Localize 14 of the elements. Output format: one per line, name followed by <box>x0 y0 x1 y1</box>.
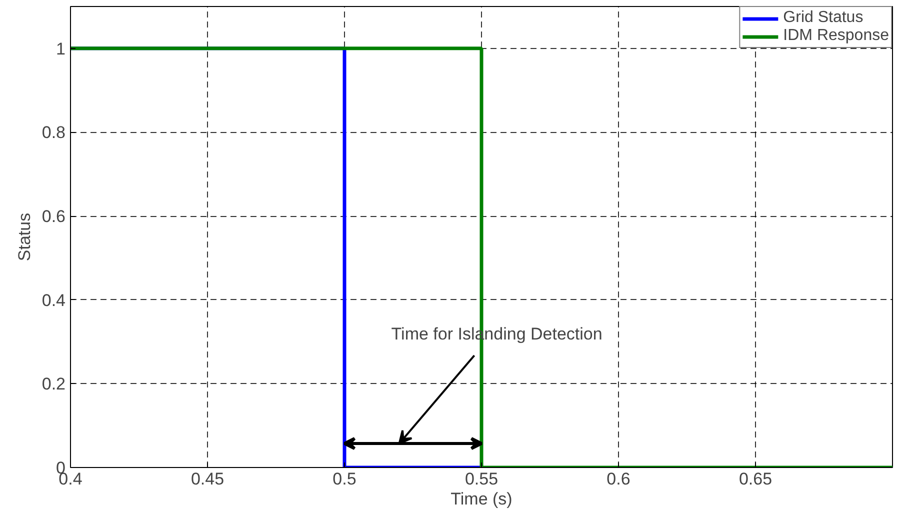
x-tick-label: 0.5 <box>332 470 356 488</box>
x-tick-label: 0.45 <box>190 470 224 488</box>
y-tick-label: 0.8 <box>42 123 66 142</box>
x-axis-title: Time (s) <box>450 490 512 508</box>
x-tick-label: 0.65 <box>738 470 772 488</box>
y-axis-title: Status <box>14 212 34 262</box>
y-tick-label: 0.6 <box>42 207 66 226</box>
x-tick-label: 0.6 <box>606 470 630 488</box>
y-tick-label: 0.2 <box>42 374 66 394</box>
legend-label: IDM Response <box>783 27 889 45</box>
x-tick-label: 0.55 <box>464 470 498 488</box>
y-tick-label: 0.4 <box>42 290 66 310</box>
legend-label: Grid Status <box>783 9 864 27</box>
y-tick-label: 1 <box>56 39 66 58</box>
